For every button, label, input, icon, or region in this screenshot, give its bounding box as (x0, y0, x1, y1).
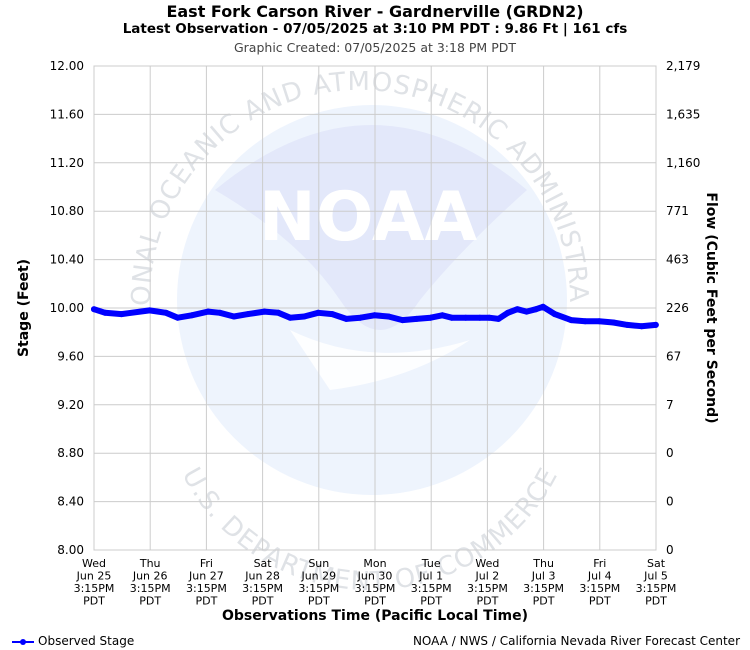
observed-stage-point (495, 315, 502, 322)
legend-label: Observed Stage (38, 634, 135, 648)
observed-stage-point (638, 323, 645, 330)
observed-stage-point (514, 306, 521, 313)
x-tick-label: Mon Jun 30 3:15PM PDT (355, 557, 396, 608)
y-tick-label: 8.00 (57, 543, 84, 557)
observed-stage-point (476, 314, 483, 321)
observed-stage-point (652, 321, 659, 328)
observed-stage-point (504, 309, 511, 316)
observed-stage-point (287, 314, 294, 321)
observed-stage-point (551, 311, 558, 318)
observed-stage-point (371, 312, 378, 319)
x-tick-label: Wed Jul 2 3:15PM PDT (467, 557, 508, 608)
y2-tick-label: 67 (666, 349, 681, 363)
y-tick-label: 10.40 (50, 253, 84, 267)
observed-stage-point (205, 308, 212, 315)
observed-stage-point (275, 309, 282, 316)
legend (12, 639, 34, 645)
observed-stage-point (188, 312, 195, 319)
credit-text: NOAA / NWS / California Nevada River For… (412, 634, 740, 648)
observed-stage-point (146, 307, 153, 314)
x-tick-label: Sun Jun 29 3:15PM PDT (298, 557, 339, 608)
x-axis-ticks: Wed Jun 25 3:15PM PDT Thu Jun 26 3:15PM PDT Fri J… (74, 557, 677, 608)
legend-marker (20, 639, 26, 645)
x-tick-label: Tue Jul 1 3:15PM PDT (411, 557, 452, 608)
x-tick-label: Fri Jun 27 3:15PM PDT (186, 557, 227, 608)
y-axis-ticks: 12.00 11.60 11.20 10.80 10.40 10.00 9.60 9.20 8.… (50, 59, 84, 557)
observed-stage-point (624, 321, 631, 328)
observed-stage-point (533, 306, 539, 313)
observed-stage-point (568, 317, 575, 324)
x-tick-label: Thu Jul 3 3:15PM PDT (523, 557, 564, 608)
y-tick-label: 11.20 (50, 156, 84, 170)
noaa-watermark: NOAA NATIONAL OCEANIC AND ATMOSPHERIC AD… (0, 0, 592, 597)
y-tick-label: 9.60 (57, 349, 84, 363)
observed-stage-point (427, 314, 434, 321)
observed-stage-point (582, 318, 589, 325)
x-axis-label: Observations Time (Pacific Local Time) (222, 608, 528, 624)
observed-stage-point (329, 311, 336, 318)
observed-stage-series (91, 303, 659, 330)
y2-tick-label: 771 (666, 204, 689, 218)
y-tick-label: 8.40 (57, 495, 84, 509)
x-tick-label: Thu Jun 26 3:15PM PDT (130, 557, 171, 608)
y-axis-label: Stage (Feet) (16, 259, 32, 357)
observed-stage-point (163, 309, 169, 316)
y2-tick-label: 463 (666, 253, 689, 267)
observed-stage-point (261, 308, 268, 315)
y2-axis-label: Flow (Cubic Feet per Second) (703, 192, 719, 423)
observed-stage-point (245, 311, 251, 318)
y-tick-label: 10.80 (50, 204, 84, 218)
y2-tick-label: 226 (666, 301, 689, 315)
x-tick-label: Wed Jun 25 3:15PM PDT (74, 557, 115, 608)
y-tick-label: 8.80 (57, 446, 84, 460)
observed-stage-point (523, 308, 530, 315)
observed-stage-point (102, 309, 109, 316)
observed-stage-point (301, 313, 308, 320)
observed-stage-point (230, 313, 237, 320)
observed-stage-point (91, 306, 97, 313)
observed-stage-point (596, 318, 603, 325)
x-tick-label: Sat Jun 28 3:15PM PDT (242, 557, 283, 608)
observed-stage-point (448, 314, 455, 321)
observed-stage-point (540, 303, 546, 310)
observed-stage-point (486, 314, 493, 321)
y-tick-label: 9.20 (57, 398, 84, 412)
observed-stage-point (439, 312, 446, 319)
noaa-logo-text: NOAA (259, 178, 478, 257)
x-tick-label: Sat Jul 5 3:15PM PDT (636, 557, 677, 608)
y2-tick-label: 1,635 (666, 107, 700, 121)
latest-observation: Latest Observation - 07/05/2025 at 3:10 … (122, 21, 628, 37)
observed-stage-point (216, 309, 223, 316)
y2-tick-label: 2,179 (666, 59, 700, 73)
y2-tick-label: 0 (666, 495, 674, 509)
observed-stage-point (118, 311, 125, 318)
observed-stage-point (610, 319, 617, 326)
y2-tick-label: 7 (666, 398, 674, 412)
chart-title: East Fork Carson River - Gardnerville (G… (166, 2, 584, 21)
x-tick-label: Fri Jul 4 3:15PM PDT (579, 557, 620, 608)
observed-stage-point (357, 314, 364, 321)
graphic-created: Graphic Created: 07/05/2025 at 3:18 PM P… (233, 40, 516, 55)
y-tick-label: 11.60 (50, 107, 84, 121)
observed-stage-point (343, 315, 350, 322)
observed-stage-point (399, 317, 406, 324)
observed-stage-point (385, 313, 392, 320)
y2-tick-label: 0 (666, 543, 674, 557)
observed-stage-point (462, 314, 469, 321)
y-tick-label: 10.00 (50, 301, 84, 315)
observed-stage-point (174, 314, 181, 321)
observed-stage-point (413, 315, 420, 322)
y2-axis-ticks: 2,179 1,635 1,160 771 463 226 67 7 0 0 0 (666, 59, 700, 557)
y2-tick-label: 1,160 (666, 156, 700, 170)
y2-tick-label: 0 (666, 446, 674, 460)
observed-stage-point (315, 309, 322, 316)
y-tick-label: 12.00 (50, 59, 84, 73)
